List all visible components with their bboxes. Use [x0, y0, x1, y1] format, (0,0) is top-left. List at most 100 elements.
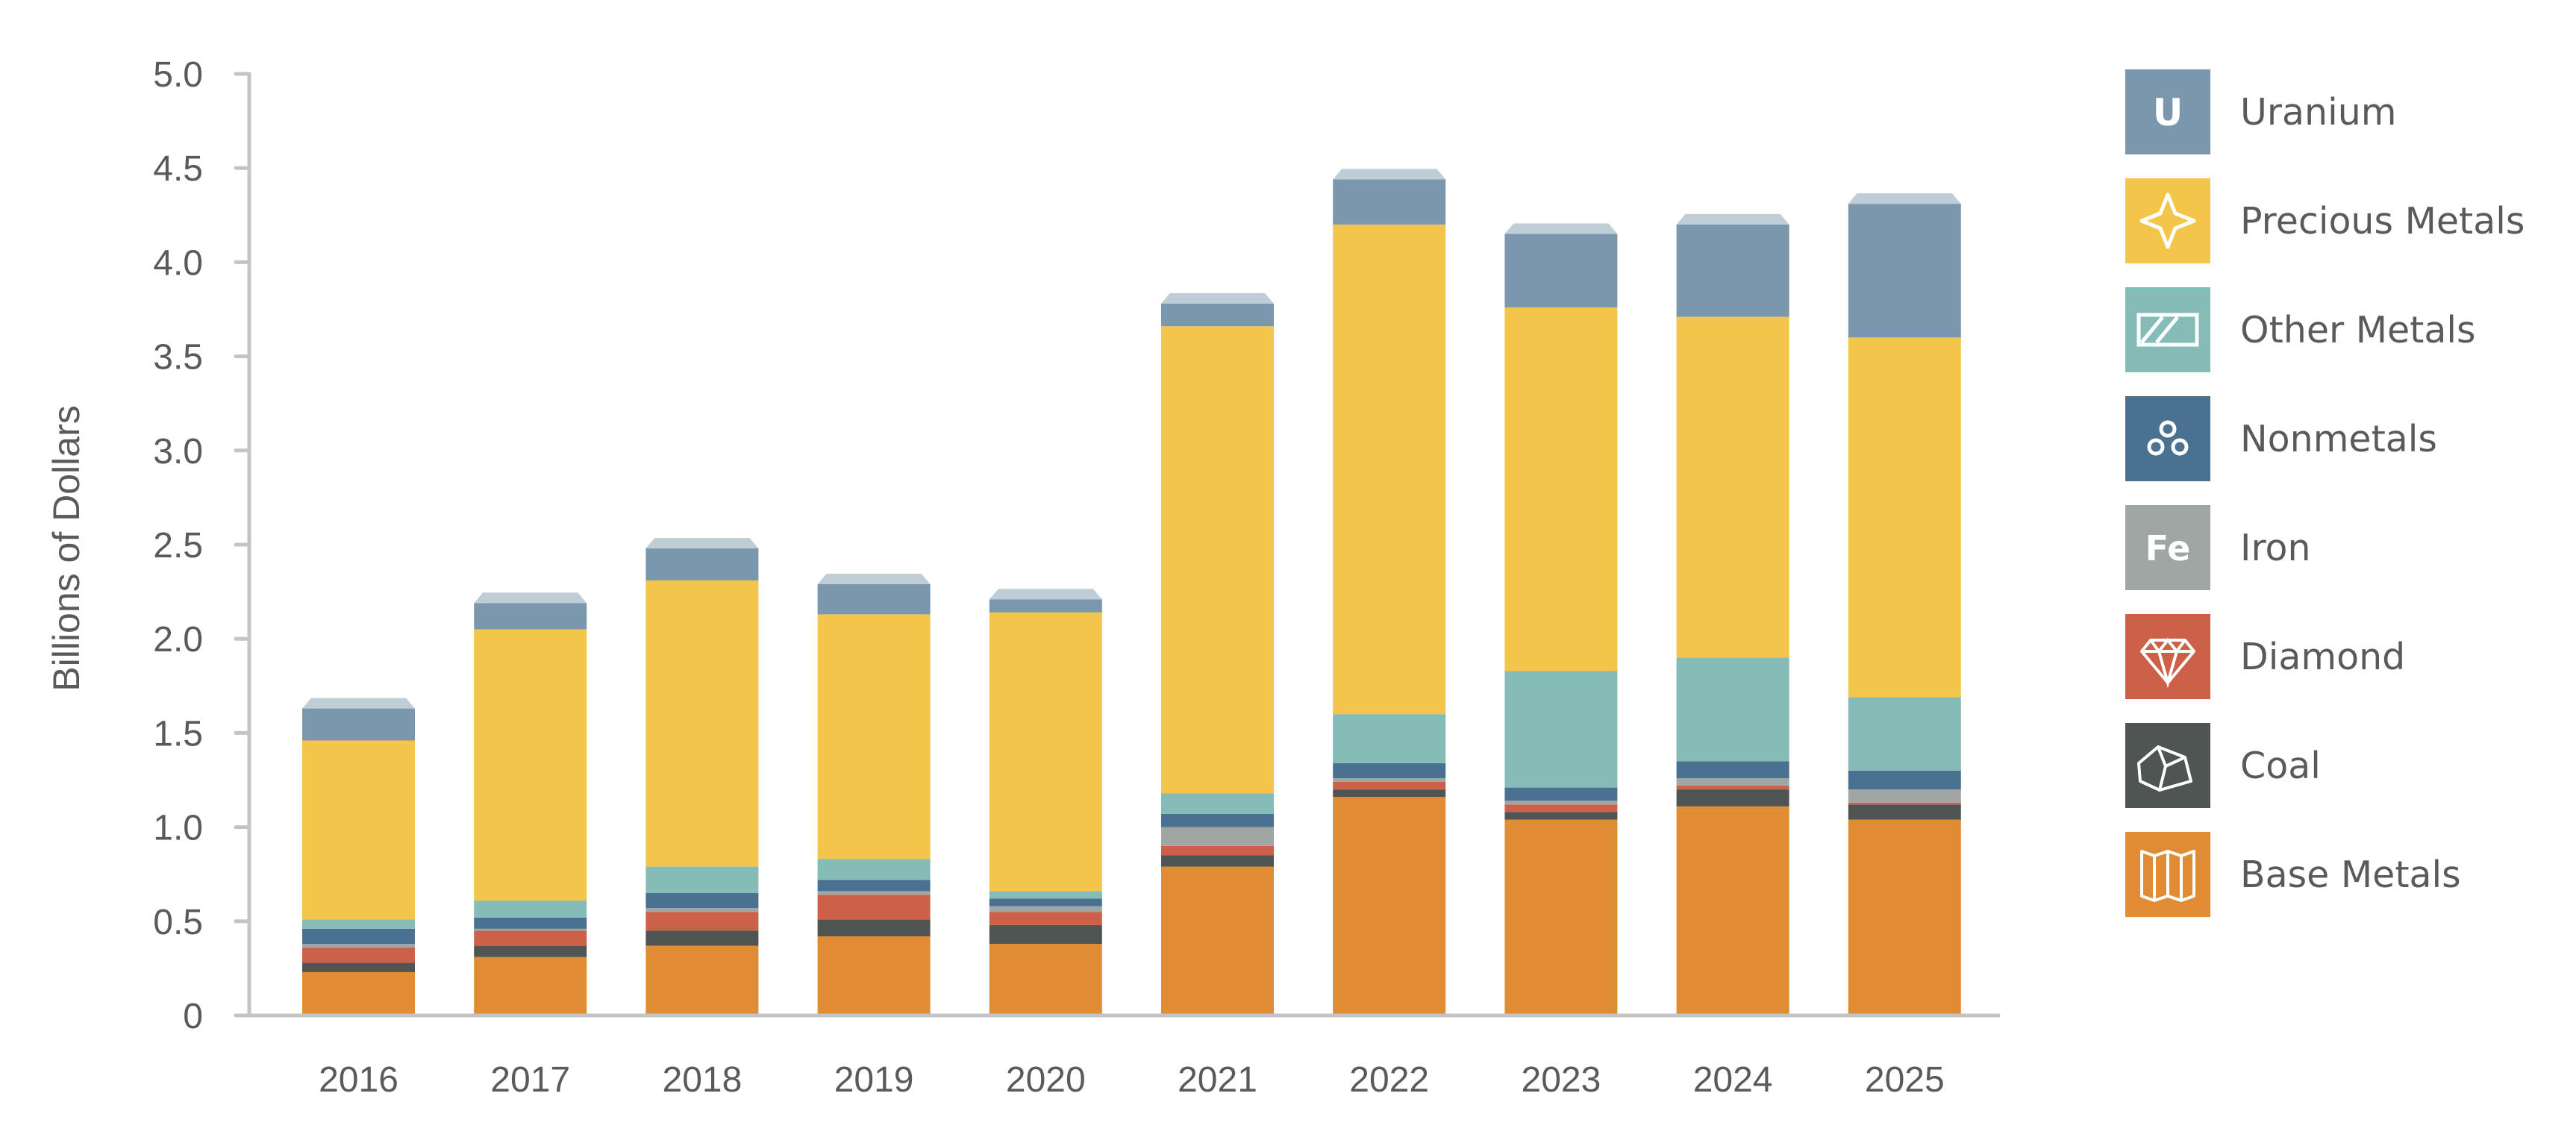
legend-item-diamond: Diamond — [2125, 614, 2558, 699]
bar-cap — [645, 538, 759, 549]
bar-segment-precious-metals — [817, 614, 931, 860]
bar-cap — [474, 592, 587, 604]
bar-stack-2022 — [1333, 169, 1446, 1015]
legend-item-uranium: U Uranium — [2125, 69, 2558, 154]
bar-segment-uranium — [1848, 204, 1961, 338]
bar-stack-2025 — [1848, 193, 1961, 1015]
legend-swatch-precious-metals — [2125, 178, 2210, 263]
bar-segment-base-metals — [645, 945, 759, 1015]
bar-stack-2018 — [645, 538, 759, 1015]
bar-segment-coal — [1161, 855, 1274, 867]
bar-segment-other-metals — [1504, 671, 1618, 788]
legend-label: Base Metals — [2240, 853, 2461, 896]
legend-item-other-metals: Other Metals — [2125, 287, 2558, 372]
legend-swatch-iron: Fe — [2125, 505, 2210, 590]
bar-segment-base-metals — [1676, 806, 1789, 1015]
hatched-bar-icon — [2125, 287, 2210, 372]
u-symbol-icon: U — [2125, 69, 2210, 154]
bar-stack-2016 — [302, 698, 415, 1015]
bar-segment-nonmetals — [474, 917, 587, 929]
bar-segment-coal — [989, 924, 1102, 945]
bar-segment-uranium — [1333, 179, 1446, 225]
x-tick-label: 2024 — [1693, 1060, 1773, 1100]
bar-segment-diamond — [1161, 845, 1274, 856]
bar-segment-coal — [474, 945, 587, 957]
bar-stack-2017 — [474, 592, 587, 1015]
bar-segment-diamond — [989, 912, 1102, 925]
bar-segment-iron — [474, 928, 587, 931]
y-tick-label: 3.0 — [153, 432, 203, 472]
x-tick-label: 2017 — [490, 1060, 570, 1100]
legend-item-iron: Fe Iron — [2125, 505, 2558, 590]
bar-segment-precious-metals — [1848, 337, 1961, 698]
bar-segment-nonmetals — [1161, 813, 1274, 827]
bar-segment-nonmetals — [1504, 787, 1618, 801]
bar-segment-nonmetals — [302, 928, 415, 945]
bar-segment-nonmetals — [1848, 770, 1961, 790]
legend-swatch-diamond — [2125, 614, 2210, 699]
bar-segment-precious-metals — [1504, 307, 1618, 671]
x-tick-label: 2016 — [319, 1060, 398, 1100]
bar-stack-2020 — [989, 589, 1102, 1015]
bar-stack-2024 — [1676, 213, 1789, 1015]
y-tick-label: 0.5 — [153, 903, 203, 942]
bar-segment-uranium — [1504, 234, 1618, 307]
x-tick-label: 2019 — [834, 1060, 914, 1100]
y-tick-label: 1.5 — [153, 714, 203, 754]
bar-segment-diamond — [817, 895, 931, 920]
bar-segment-base-metals — [1333, 797, 1446, 1015]
bar-segment-other-metals — [474, 901, 587, 918]
coal-lump-icon — [2125, 723, 2210, 808]
legend-label: Nonmetals — [2240, 417, 2437, 460]
bar-segment-nonmetals — [645, 892, 759, 909]
legend-label: Precious Metals — [2240, 199, 2525, 242]
legend-swatch-other-metals — [2125, 287, 2210, 372]
legend-swatch-nonmetals — [2125, 396, 2210, 481]
bar-segment-iron — [1848, 789, 1961, 803]
bar-cap — [302, 698, 415, 709]
bar-segment-coal — [645, 930, 759, 946]
y-tick-label: 2.0 — [153, 620, 203, 660]
three-circles-icon — [2125, 396, 2210, 481]
bar-segment-other-metals — [1848, 697, 1961, 771]
legend: U Uranium Precious Metals Other Metals — [2125, 69, 2558, 941]
y-tick-label: 2.5 — [153, 526, 203, 566]
bar-segment-base-metals — [817, 936, 931, 1015]
bar-segment-nonmetals — [989, 898, 1102, 907]
bar-segment-coal — [1676, 789, 1789, 807]
sparkle-star-icon — [2125, 178, 2210, 263]
bar-segment-coal — [1504, 812, 1618, 820]
bar-segment-precious-metals — [474, 629, 587, 901]
bar-segment-precious-metals — [645, 580, 759, 867]
bars — [302, 169, 1961, 1015]
y-axis-title: Billions of Dollars — [46, 405, 87, 691]
bar-segment-uranium — [474, 603, 587, 630]
bar-segment-base-metals — [1504, 819, 1618, 1015]
y-tick-label: 0 — [183, 997, 203, 1036]
bar-cap — [1161, 292, 1274, 304]
x-tick-label: 2020 — [1006, 1060, 1086, 1100]
bar-segment-diamond — [645, 912, 759, 931]
legend-swatch-uranium: U — [2125, 69, 2210, 154]
bar-segment-other-metals — [1161, 793, 1274, 814]
bar-segment-iron — [817, 891, 931, 895]
fe-symbol-icon: Fe — [2125, 505, 2210, 590]
y-axis-title-group: Billions of Dollars — [46, 405, 87, 691]
bar-segment-base-metals — [474, 956, 587, 1015]
legend-label: Other Metals — [2240, 308, 2476, 351]
legend-item-precious-metals: Precious Metals — [2125, 178, 2558, 263]
bar-segment-diamond — [1504, 804, 1618, 812]
legend-item-nonmetals: Nonmetals — [2125, 396, 2558, 481]
bar-segment-precious-metals — [302, 740, 415, 920]
bar-segment-iron — [1161, 827, 1274, 846]
bar-segment-other-metals — [817, 859, 931, 880]
bar-stack-2021 — [1161, 292, 1274, 1015]
bar-stack-2023 — [1504, 223, 1618, 1015]
legend-item-coal: Coal — [2125, 723, 2558, 808]
bar-cap — [989, 589, 1102, 600]
bar-segment-other-metals — [989, 891, 1102, 899]
bar-segment-uranium — [645, 548, 759, 580]
x-tick-label: 2018 — [663, 1060, 743, 1100]
bar-segment-coal — [302, 962, 415, 972]
legend-swatch-coal — [2125, 723, 2210, 808]
